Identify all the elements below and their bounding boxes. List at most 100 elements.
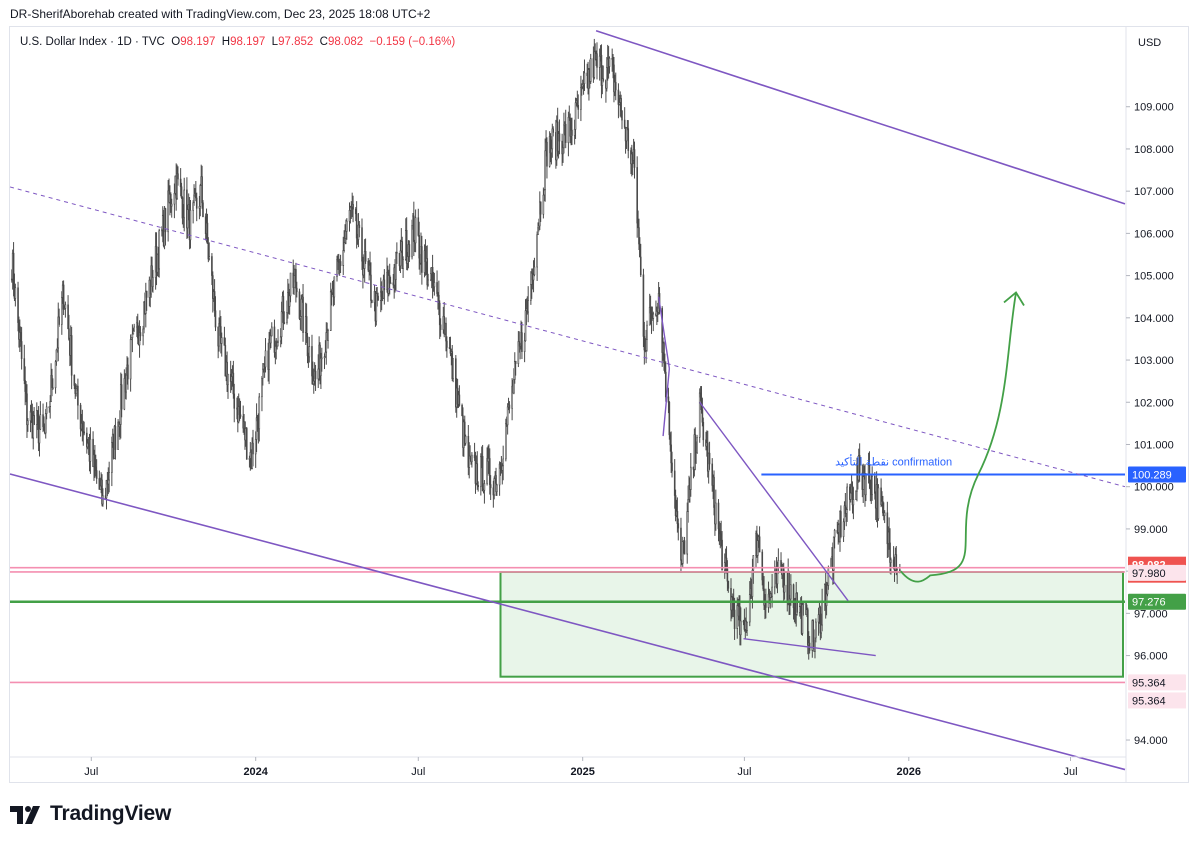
candle	[275, 338, 278, 360]
candle	[206, 213, 209, 244]
candle	[524, 299, 527, 342]
candle-body	[95, 470, 98, 479]
candle-body	[798, 605, 801, 613]
candle-body	[186, 209, 189, 229]
candle-body	[81, 423, 84, 432]
candle-body	[802, 603, 805, 605]
candle-body	[254, 439, 257, 455]
candle	[883, 510, 886, 524]
candle-body	[868, 464, 871, 481]
candle	[346, 218, 348, 240]
candle	[502, 445, 504, 481]
candle-body	[496, 484, 498, 492]
candle-body	[132, 330, 135, 335]
candle-body	[375, 293, 378, 322]
candle-body	[719, 530, 722, 535]
candle	[468, 442, 471, 479]
candle	[600, 44, 603, 99]
candle	[625, 127, 628, 149]
candle	[558, 119, 561, 155]
candle	[48, 406, 51, 413]
candle-body	[639, 256, 642, 276]
candle-body	[574, 102, 577, 130]
candle	[20, 327, 23, 370]
candle	[695, 441, 697, 464]
candle	[199, 183, 202, 217]
candle-body	[720, 533, 722, 541]
candle-body	[192, 202, 194, 211]
currency-label[interactable]: USD	[1138, 37, 1162, 49]
candle	[680, 517, 682, 573]
candle-body	[506, 406, 509, 426]
candle	[173, 183, 176, 219]
candle	[45, 402, 48, 420]
candle	[54, 359, 57, 394]
candle-body	[452, 358, 454, 379]
candle	[564, 109, 567, 149]
candle-body	[45, 406, 48, 414]
candle	[283, 311, 286, 325]
candle	[192, 200, 194, 224]
candle-body	[26, 393, 28, 426]
candle-body	[577, 104, 580, 110]
candle	[614, 72, 617, 101]
candle-body	[119, 424, 121, 427]
candle-body	[344, 238, 346, 243]
candle	[138, 320, 141, 358]
candle	[357, 213, 360, 248]
candle-body	[24, 380, 26, 392]
candle-body	[214, 310, 217, 328]
candle-body	[637, 222, 639, 228]
candle	[505, 418, 507, 462]
candle-body	[58, 316, 60, 325]
candle	[673, 459, 676, 509]
candle	[686, 502, 689, 564]
candle-body	[513, 360, 516, 380]
candle-body	[388, 275, 391, 284]
legend-high: 98.197	[230, 36, 266, 48]
candle-body	[211, 256, 213, 276]
candle	[180, 182, 183, 199]
candle-body	[12, 252, 15, 287]
candle-body	[133, 326, 135, 332]
candle-body	[571, 129, 573, 136]
candle-body	[546, 141, 548, 167]
candle-body	[270, 326, 273, 337]
candle-body	[19, 332, 22, 342]
candle-body	[771, 586, 773, 597]
candle-body	[232, 372, 235, 395]
candle	[258, 393, 261, 442]
candle-body	[723, 562, 726, 571]
candle	[687, 485, 689, 523]
candle-body	[158, 230, 161, 270]
candle-body	[371, 300, 373, 303]
candle	[289, 272, 292, 303]
candle-body	[458, 394, 461, 406]
candle	[694, 427, 697, 471]
candle	[577, 94, 580, 119]
candle-body	[54, 361, 57, 389]
chart-frame[interactable]	[9, 26, 1189, 783]
price-tick-label: 100.000	[1134, 482, 1174, 494]
candle-body	[593, 51, 596, 78]
symbol-legend[interactable]: U.S. Dollar Index · 1D · TVC O98.197 H98…	[18, 36, 458, 48]
candle-body	[573, 128, 576, 136]
candle-body	[327, 330, 329, 341]
candle	[500, 456, 503, 474]
candle	[620, 94, 622, 118]
candle-body	[552, 128, 555, 133]
candle-body	[195, 197, 198, 209]
candle-body	[189, 210, 192, 241]
candle	[295, 262, 297, 303]
candle	[448, 336, 451, 350]
candle	[546, 137, 548, 179]
candle	[380, 281, 383, 311]
candle-body	[273, 326, 276, 353]
candle	[38, 416, 41, 457]
candle-body	[748, 594, 751, 623]
candle	[44, 409, 47, 439]
candle	[868, 451, 871, 489]
candle-body	[801, 604, 804, 634]
candle-body	[339, 261, 342, 266]
